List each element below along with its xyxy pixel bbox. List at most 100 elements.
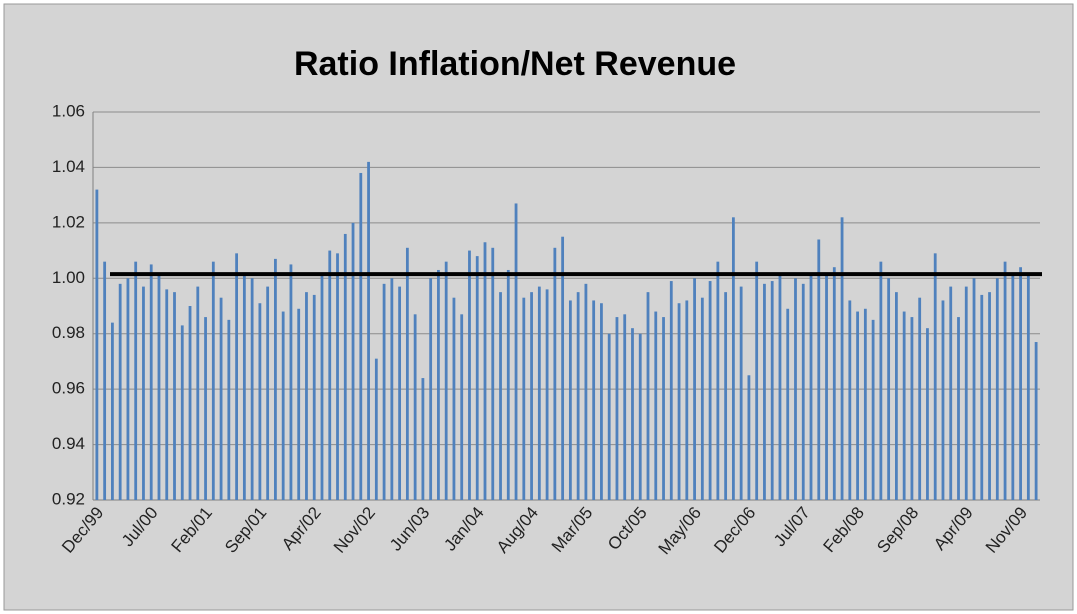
bar [964,286,968,500]
bar [654,311,658,500]
bar [809,275,813,500]
bar [600,303,603,500]
bar [685,300,689,500]
bar [615,317,619,500]
bar [1011,275,1015,500]
bar [157,275,161,500]
bar [219,297,223,500]
bar [631,328,634,500]
bar [460,314,464,500]
bar [468,250,471,500]
bar [568,300,572,500]
y-tick-label: 1.04 [52,157,85,176]
bar [250,278,254,500]
bar [747,375,751,500]
bar [126,278,130,500]
bar [832,267,836,500]
bar [801,283,805,500]
bar [871,319,875,500]
bar [103,261,107,500]
bar [794,278,797,500]
bar [623,314,627,500]
bar [902,311,906,500]
bar [289,264,293,500]
bar [359,172,363,500]
bar [320,275,324,500]
bar [817,239,821,500]
bar [382,283,386,500]
bar [514,203,518,500]
bar [863,308,867,500]
bar [328,250,332,500]
bar [429,278,433,500]
bar [235,253,239,500]
y-tick-label: 0.94 [52,434,85,453]
bar [910,317,914,500]
bar [646,292,650,500]
bar [949,286,953,500]
bar [149,264,153,500]
bar [763,283,766,500]
bar [933,253,937,500]
y-tick-label: 1.02 [52,212,85,231]
bar [196,286,200,500]
bar [995,278,999,500]
bar [677,303,681,500]
bar [825,275,828,500]
bar [840,217,844,501]
y-tick-label: 1.06 [52,101,85,120]
bar [584,283,588,500]
bar [483,242,487,500]
bar [739,286,743,500]
bar [475,256,479,500]
bar [755,261,759,500]
y-tick-label: 0.96 [52,379,85,398]
bar [522,297,526,500]
bar [421,378,425,500]
bar [297,308,301,500]
bar [173,292,176,500]
bar [274,258,277,500]
chart-title: Ratio Inflation/Net Revenue [294,45,736,83]
bar [367,161,370,500]
bar [693,278,696,500]
bar [491,247,495,500]
bar [188,306,192,500]
bar [894,292,898,500]
bar [165,289,169,500]
bar [988,292,991,500]
bar [111,322,114,500]
bar [530,292,533,500]
bar [592,300,596,500]
bar [662,317,665,500]
bar [390,278,394,500]
bar [786,308,790,500]
bar [545,289,549,500]
bar [242,275,246,500]
bar [204,317,207,500]
bar [258,303,262,500]
bar [405,247,409,500]
bar [887,278,891,500]
bar [576,292,580,500]
bar [134,261,138,500]
y-tick-label: 0.98 [52,323,85,342]
bar [506,269,510,500]
bar [452,297,456,500]
bar [95,189,99,500]
bar [918,297,922,500]
bar [926,328,929,500]
bar [856,311,859,500]
bar [343,233,347,500]
bar [848,300,852,500]
bar [499,292,502,500]
bar [142,286,145,500]
bar [724,292,728,500]
bar [716,261,720,500]
y-tick-label: 1.00 [52,268,85,287]
bar [957,317,960,500]
bar [180,325,184,500]
bar [118,283,122,500]
